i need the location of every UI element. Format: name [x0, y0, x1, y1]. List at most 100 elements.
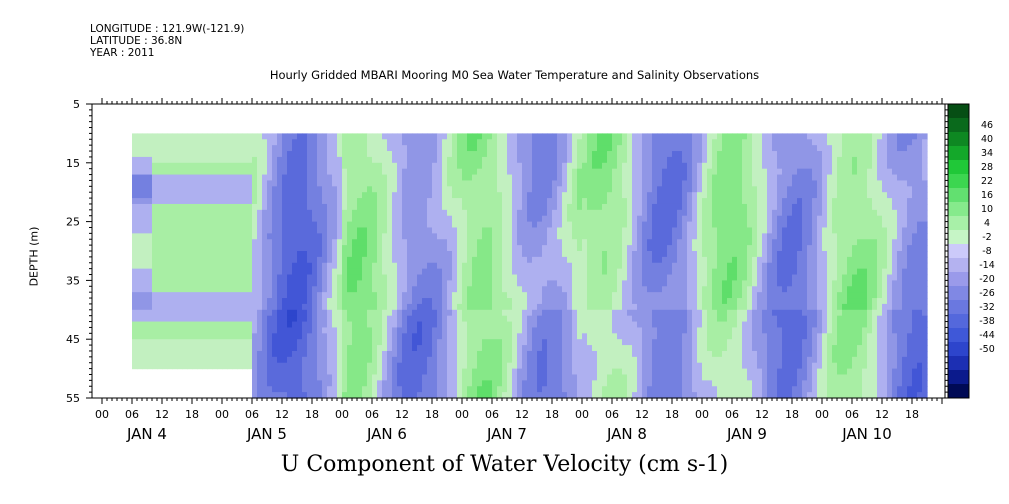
heatmap-cell [572, 292, 578, 299]
heatmap-cell [177, 292, 183, 299]
heatmap-cell [657, 321, 663, 329]
heatmap-cell [132, 239, 138, 246]
heatmap-cell [192, 198, 198, 205]
heatmap-cell [652, 345, 658, 352]
heatmap-cell [412, 245, 418, 252]
heatmap-cell [387, 333, 393, 340]
heatmap-cell [447, 280, 453, 287]
heatmap-cell [287, 262, 293, 270]
heatmap-cell [372, 203, 378, 211]
heatmap-cell [537, 239, 543, 246]
heatmap-cell [157, 362, 163, 370]
heatmap-cell [272, 292, 278, 299]
heatmap-cell [142, 256, 148, 264]
heatmap-cell [462, 174, 468, 182]
heatmap-cell [682, 386, 688, 393]
heatmap-cell [172, 280, 178, 287]
heatmap-cell [292, 145, 298, 152]
heatmap-cell [332, 345, 338, 352]
heatmap-cell [362, 198, 368, 205]
heatmap-cell [412, 198, 418, 205]
heatmap-cell [447, 309, 453, 317]
heatmap-cell [547, 162, 553, 170]
heatmap-cell [672, 268, 678, 276]
heatmap-cell [522, 186, 528, 193]
heatmap-cell [587, 233, 593, 240]
heatmap-cell [502, 180, 508, 187]
heatmap-cell [137, 156, 143, 164]
heatmap-cell [142, 280, 148, 287]
heatmap-cell [267, 309, 273, 317]
heatmap-cell [217, 333, 223, 340]
heatmap-cell [172, 262, 178, 270]
heatmap-cell [307, 321, 313, 329]
heatmap-cell [412, 203, 418, 211]
heatmap-cell [557, 186, 563, 193]
heatmap-cell [352, 151, 358, 158]
heatmap-cell [252, 139, 258, 146]
heatmap-cell [642, 368, 648, 376]
heatmap-cell [262, 345, 268, 352]
heatmap-cell [172, 315, 178, 323]
heatmap-cell [307, 245, 313, 252]
heatmap-cell [577, 215, 583, 223]
heatmap-cell [412, 292, 418, 299]
heatmap-cell [232, 286, 238, 293]
heatmap-cell [612, 321, 618, 329]
heatmap-cell [227, 303, 233, 311]
heatmap-cell [367, 180, 373, 187]
heatmap-cell [637, 151, 643, 158]
heatmap-cell [152, 268, 158, 276]
heatmap-cell [517, 356, 523, 364]
heatmap-cell [597, 186, 603, 193]
heatmap-cell [302, 215, 308, 223]
heatmap-cell [422, 151, 428, 158]
heatmap-cell [192, 168, 198, 176]
heatmap-cell [132, 345, 138, 352]
heatmap-cell [292, 239, 298, 246]
heatmap-cell [657, 274, 663, 281]
heatmap-cell [202, 256, 208, 264]
heatmap-cell [507, 350, 513, 358]
heatmap-cell [307, 268, 313, 276]
heatmap-cell [437, 368, 443, 376]
heatmap-cell [557, 327, 563, 334]
heatmap-cell [422, 180, 428, 187]
heatmap-cell [327, 151, 333, 158]
heatmap-cell [252, 245, 258, 252]
heatmap-cell [257, 280, 263, 287]
heatmap-cell [147, 251, 153, 258]
heatmap-cell [287, 292, 293, 299]
heatmap-cell [417, 162, 423, 170]
heatmap-cell [647, 251, 653, 258]
heatmap-cell [422, 292, 428, 299]
heatmap-cell [577, 227, 583, 234]
heatmap-cell [602, 180, 608, 187]
heatmap-cell [622, 162, 628, 170]
heatmap-cell [487, 292, 493, 299]
heatmap-cell [317, 386, 323, 393]
heatmap-cell [577, 203, 583, 211]
heatmap-cell [677, 145, 683, 152]
heatmap-cell [307, 145, 313, 152]
heatmap-cell [192, 221, 198, 229]
heatmap-cell [137, 262, 143, 270]
heatmap-cell [417, 256, 423, 264]
heatmap-cell [242, 215, 248, 223]
heatmap-cell [342, 386, 348, 393]
heatmap-cell [157, 239, 163, 246]
heatmap-cell [427, 280, 433, 287]
heatmap-cell [442, 315, 448, 323]
heatmap-cell [477, 274, 483, 281]
heatmap-cell [482, 151, 488, 158]
heatmap-cell [132, 186, 138, 193]
heatmap-cell [527, 309, 533, 317]
heatmap-cell [582, 374, 588, 381]
heatmap-cell [677, 168, 683, 176]
heatmap-cell [352, 203, 358, 211]
heatmap-cell [627, 133, 633, 140]
heatmap-cell [357, 327, 363, 334]
heatmap-cell [232, 356, 238, 364]
heatmap-cell [142, 180, 148, 187]
heatmap-cell [592, 198, 598, 205]
